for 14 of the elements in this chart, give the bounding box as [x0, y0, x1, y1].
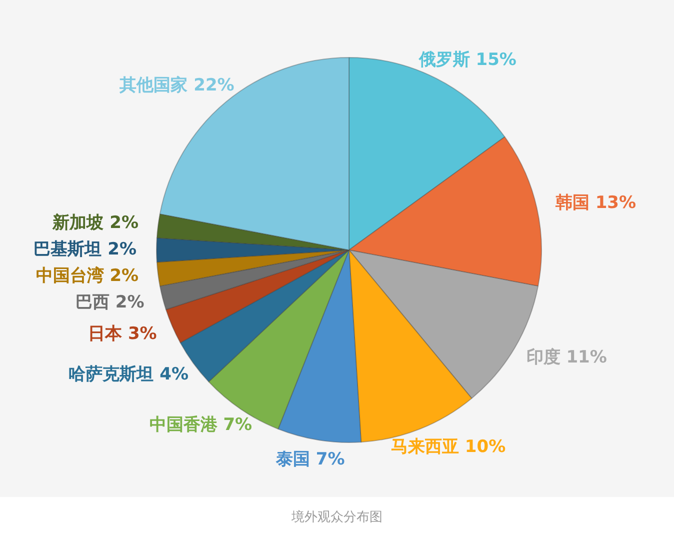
slice-label: 哈萨克斯坦 4% — [68, 364, 189, 384]
slice-label: 俄罗斯 15% — [418, 50, 516, 70]
text: 境外观众分布图 — [290, 509, 384, 526]
slice-label: 马来西亚 10% — [391, 437, 506, 457]
slice-label: 日本 3% — [88, 324, 157, 344]
slice-label: 巴基斯坦 2% — [34, 239, 136, 260]
slice-label: 泰国 7% — [274, 449, 345, 470]
slice-label: 韩国 13% — [554, 193, 636, 214]
slice-label: 其他国家 22% — [118, 76, 234, 96]
slice-label: 中国香港 7% — [149, 415, 252, 436]
slice-label: 巴西 2% — [75, 292, 144, 312]
slice-label: 中国台湾 2% — [36, 266, 139, 286]
slice-label: 新加坡 2% — [52, 212, 139, 233]
slice-label: 印度 11% — [526, 348, 607, 368]
